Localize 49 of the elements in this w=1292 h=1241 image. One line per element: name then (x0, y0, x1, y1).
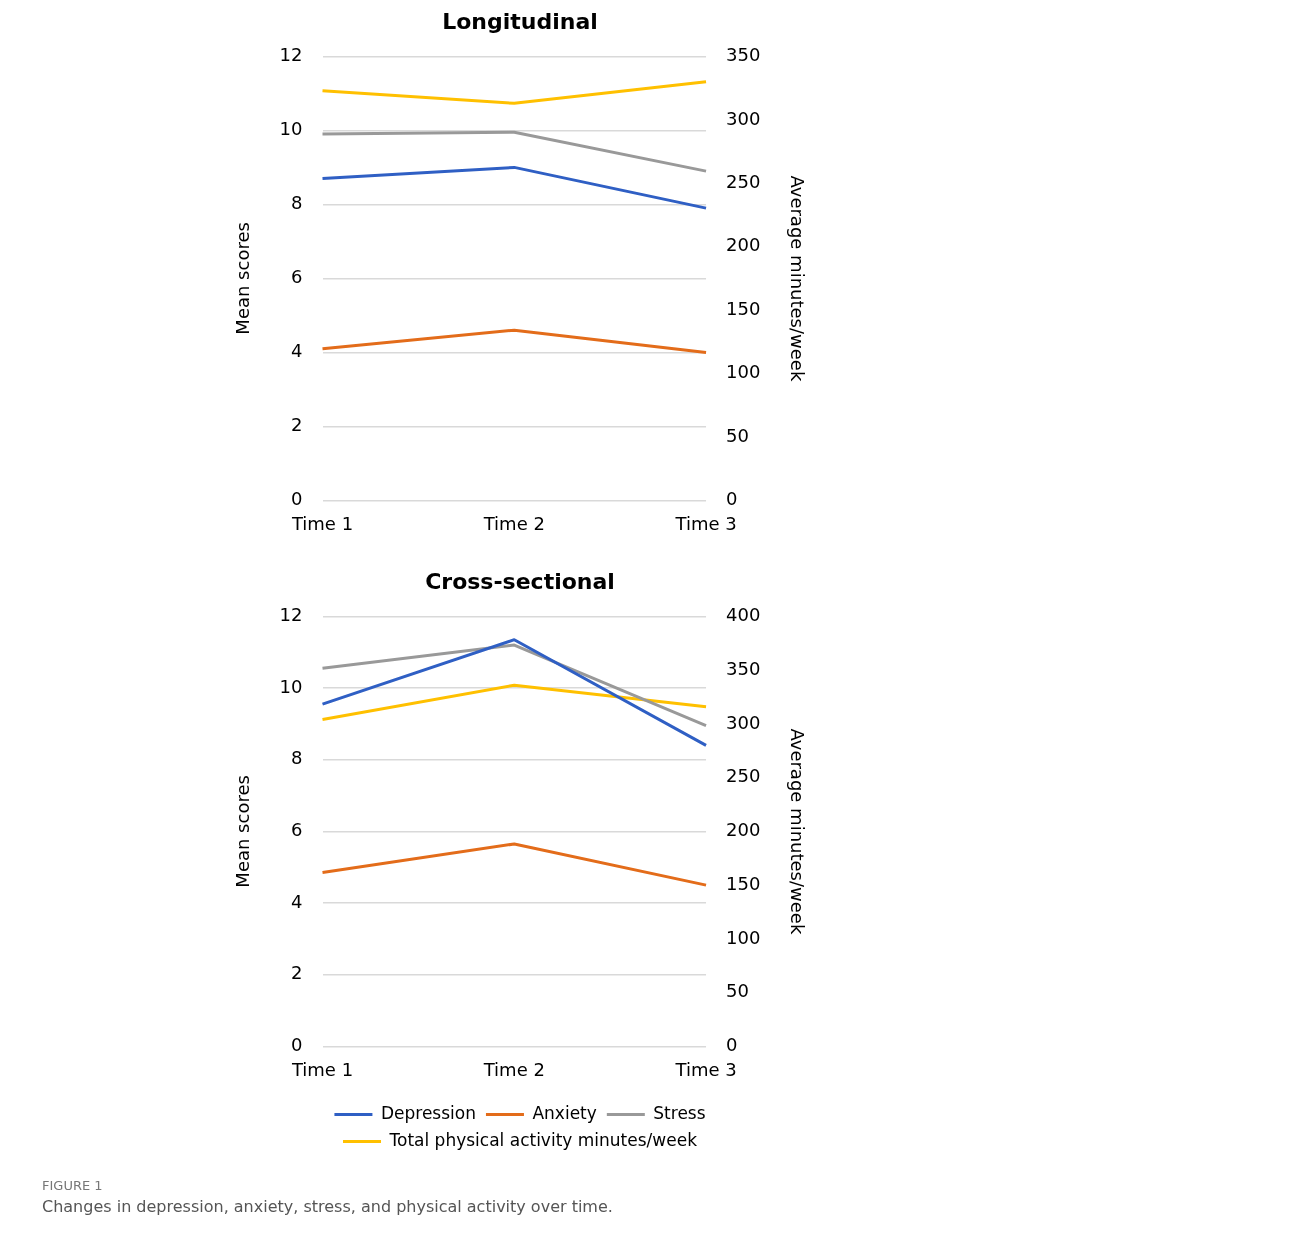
y2-tick-label: 400 (726, 604, 761, 626)
y-tick-label: 12 (279, 604, 303, 626)
y-tick-label: 0 (291, 1034, 303, 1056)
y2-tick-label: 300 (726, 711, 761, 733)
y2-tick-label: 200 (726, 819, 761, 841)
x-tick-label: Time 3 (674, 512, 737, 534)
y2-tick-label: 100 (726, 361, 761, 383)
y-tick-label: 10 (279, 675, 303, 697)
y2-tick-label: 250 (726, 765, 761, 787)
y-tick-label: 6 (291, 819, 303, 841)
y2-tick-label: 350 (726, 44, 761, 66)
legend-label: Stress (653, 1102, 706, 1123)
y2-tick-label: 50 (726, 980, 749, 1002)
x-tick-label: Time 2 (482, 1058, 545, 1080)
y-tick-label: 2 (291, 962, 303, 984)
y-tick-label: 6 (291, 266, 303, 288)
x-tick-label: Time 3 (674, 1058, 737, 1080)
y-tick-label: 4 (291, 890, 303, 912)
y-axis-title: Mean scores (232, 222, 254, 335)
y-tick-label: 12 (279, 44, 303, 66)
y-axis-title: Mean scores (232, 775, 254, 888)
x-tick-label: Time 1 (290, 512, 354, 534)
text: Changes in depression, anxiety, stress, and physical activity over time. (42, 1197, 614, 1216)
y2-tick-label: 200 (726, 234, 761, 256)
y2-tick-label: 0 (726, 1034, 738, 1056)
x-tick-label: Time 2 (482, 512, 545, 534)
y2-axis-title: Average minutes/week (786, 728, 808, 935)
y2-axis-title: Average minutes/week (786, 175, 808, 382)
y-tick-label: 10 (279, 118, 303, 140)
y-tick-label: 2 (291, 414, 303, 436)
legend-label: Anxiety (532, 1102, 597, 1123)
legend-label: Depression (380, 1102, 476, 1123)
x-tick-label: Time 1 (290, 1058, 354, 1080)
y-tick-label: 0 (291, 488, 303, 510)
y2-tick-label: 150 (726, 872, 761, 894)
y-tick-label: 4 (291, 340, 303, 362)
y2-tick-label: 350 (726, 657, 761, 679)
y-tick-label: 8 (291, 192, 303, 214)
y2-tick-label: 150 (726, 297, 761, 319)
chart-title: Longitudinal (442, 8, 598, 34)
y2-tick-label: 300 (726, 107, 761, 129)
y-tick-label: 8 (291, 747, 303, 769)
y2-tick-label: 0 (726, 488, 738, 510)
y2-tick-label: 100 (726, 926, 761, 948)
chart-title: Cross-sectional (425, 568, 615, 594)
y2-tick-label: 250 (726, 170, 761, 192)
caption: FIGURE 1 (42, 1178, 104, 1193)
legend-label: Total physical activity minutes/week (388, 1129, 698, 1150)
y2-tick-label: 50 (726, 424, 749, 446)
